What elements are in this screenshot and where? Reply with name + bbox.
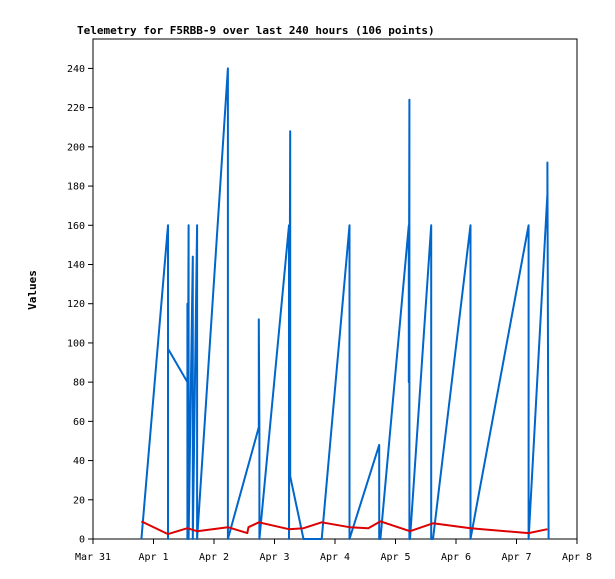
y-tick-label: 100: [67, 338, 85, 349]
y-tick-label: 40: [73, 456, 85, 467]
y-axis-label: Values: [26, 270, 39, 310]
y-tick-label: 20: [73, 495, 85, 506]
y-tick-label: 180: [67, 182, 85, 193]
y-tick-label: 240: [67, 64, 85, 75]
y-tick-label: 200: [67, 142, 85, 153]
x-axis: Mar 31 Apr 1 Apr 2 Apr 3 Apr 4 Apr 5 Apr 6 Apr …: [75, 539, 592, 563]
y-tick-label: 220: [67, 103, 85, 114]
series-layer: [140, 67, 550, 540]
y-tick-label: 120: [67, 299, 85, 310]
x-tick-label: Apr 6: [441, 552, 471, 563]
series-line-1: [140, 67, 550, 540]
x-tick-label: Apr 2: [199, 552, 229, 563]
x-tick-label: Mar 31: [75, 552, 111, 563]
chart-title: Telemetry for F5RBB-9 over last 240 hour…: [77, 24, 435, 37]
plot-frame: [92, 38, 578, 540]
y-tick-label: 0: [79, 535, 85, 546]
x-tick-label: Apr 1: [138, 552, 168, 563]
y-tick-label: 140: [67, 260, 85, 271]
y-axis: 0 20 40 60 80 100 120 140 160 180 200 220 240: [67, 64, 93, 546]
y-tick-label: 160: [67, 221, 85, 232]
x-tick-label: Apr 4: [320, 552, 350, 563]
x-tick-label: Apr 7: [501, 552, 531, 563]
x-tick-label: Apr 3: [259, 552, 289, 563]
x-tick-label: Apr 5: [380, 552, 410, 563]
series-line-2: [140, 520, 548, 536]
y-tick-label: 80: [73, 378, 85, 389]
y-tick-label: 60: [73, 417, 85, 428]
x-tick-label: Apr 8: [562, 552, 592, 563]
